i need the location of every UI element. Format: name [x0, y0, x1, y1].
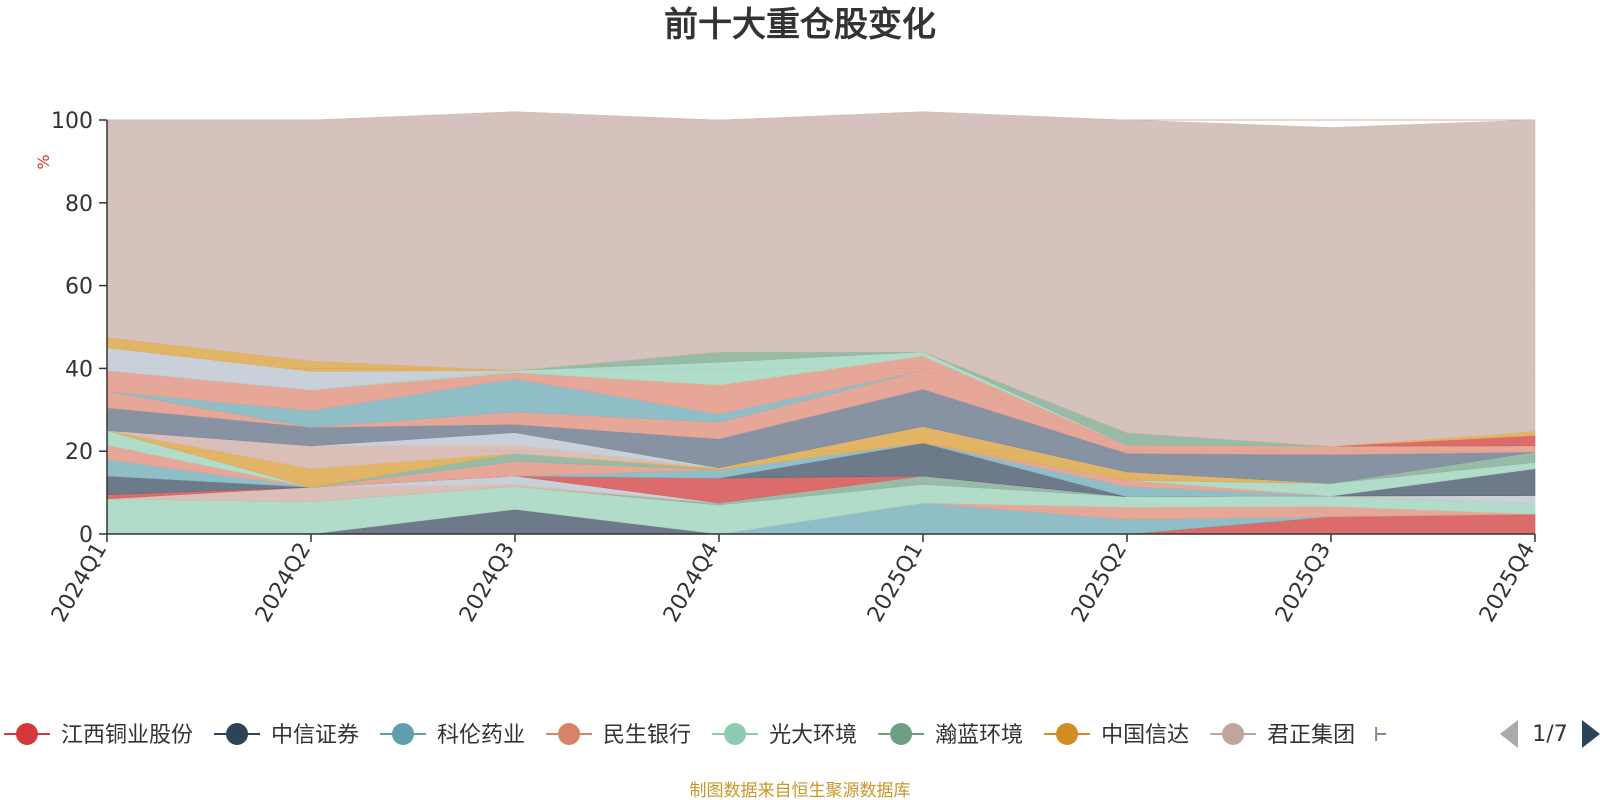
legend-marker-icon [1056, 723, 1079, 745]
legend: 江西铜业股份 中信证券 科伦药业 民生银行 光大环境 瀚蓝环境 中国信达 君正集团 [4, 723, 1387, 748]
y-tick-label: 0 [79, 523, 93, 548]
x-tick-label: 2024Q4 [659, 539, 724, 627]
data-source-footer: 制图数据来自恒生聚源数据库 [690, 781, 911, 800]
x-tick-label: 2024Q1 [47, 539, 112, 627]
legend-item[interactable]: 江西铜业股份 [4, 723, 193, 748]
y-axis-unit: % [34, 154, 53, 169]
y-tick-label: 100 [51, 109, 93, 134]
legend-marker-icon [392, 723, 415, 745]
legend-marker-icon [16, 723, 38, 745]
legend-marker-icon [890, 723, 913, 745]
legend-marker-icon [226, 723, 249, 745]
legend-next-icon[interactable] [1582, 720, 1600, 748]
legend-label: 中国信达 [1101, 723, 1189, 748]
legend-item[interactable]: 民生银行 [546, 723, 691, 748]
legend-label: 光大环境 [769, 723, 857, 748]
x-tick-label: 2024Q3 [455, 539, 520, 627]
legend-prev-icon[interactable] [1500, 720, 1518, 748]
legend-label: 民生银行 [603, 723, 691, 748]
x-tick-label: 2025Q3 [1271, 539, 1336, 627]
legend-label: 江西铜业股份 [61, 723, 193, 748]
y-tick-label: 80 [65, 192, 93, 217]
legend-pager: 1/7 [1500, 720, 1600, 748]
stacked-areas [106, 111, 1536, 535]
chart-title: 前十大重仓股变化 [664, 5, 936, 45]
legend-item[interactable]: 光大环境 [712, 723, 857, 748]
legend-label: 君正集团 [1267, 723, 1355, 748]
legend-item[interactable]: 中国信达 [1044, 723, 1189, 748]
x-tick-label: 2024Q2 [251, 539, 316, 627]
legend-item[interactable]: 君正集团 [1210, 723, 1355, 748]
legend-marker-icon [1222, 723, 1245, 745]
legend-item[interactable]: 瀚蓝环境 [878, 723, 1023, 748]
legend-item[interactable]: 中信证券 [214, 723, 359, 748]
legend-label: 科伦药业 [437, 723, 525, 748]
y-tick-label: 20 [65, 440, 93, 465]
legend-item[interactable]: 科伦药业 [380, 723, 525, 748]
legend-label: 中信证券 [271, 723, 359, 748]
x-tick-label: 2025Q4 [1475, 539, 1540, 627]
area-series-28[interactable] [106, 111, 1536, 447]
legend-page-indicator: 1/7 [1532, 722, 1567, 747]
y-tick-label: 60 [65, 275, 93, 300]
x-tick-label: 2025Q1 [863, 539, 928, 627]
legend-marker-icon [724, 723, 747, 745]
x-tick-label: 2025Q2 [1067, 539, 1132, 627]
legend-label: 瀚蓝环境 [935, 723, 1023, 748]
legend-marker-icon [558, 723, 581, 745]
y-tick-label: 40 [65, 357, 93, 382]
